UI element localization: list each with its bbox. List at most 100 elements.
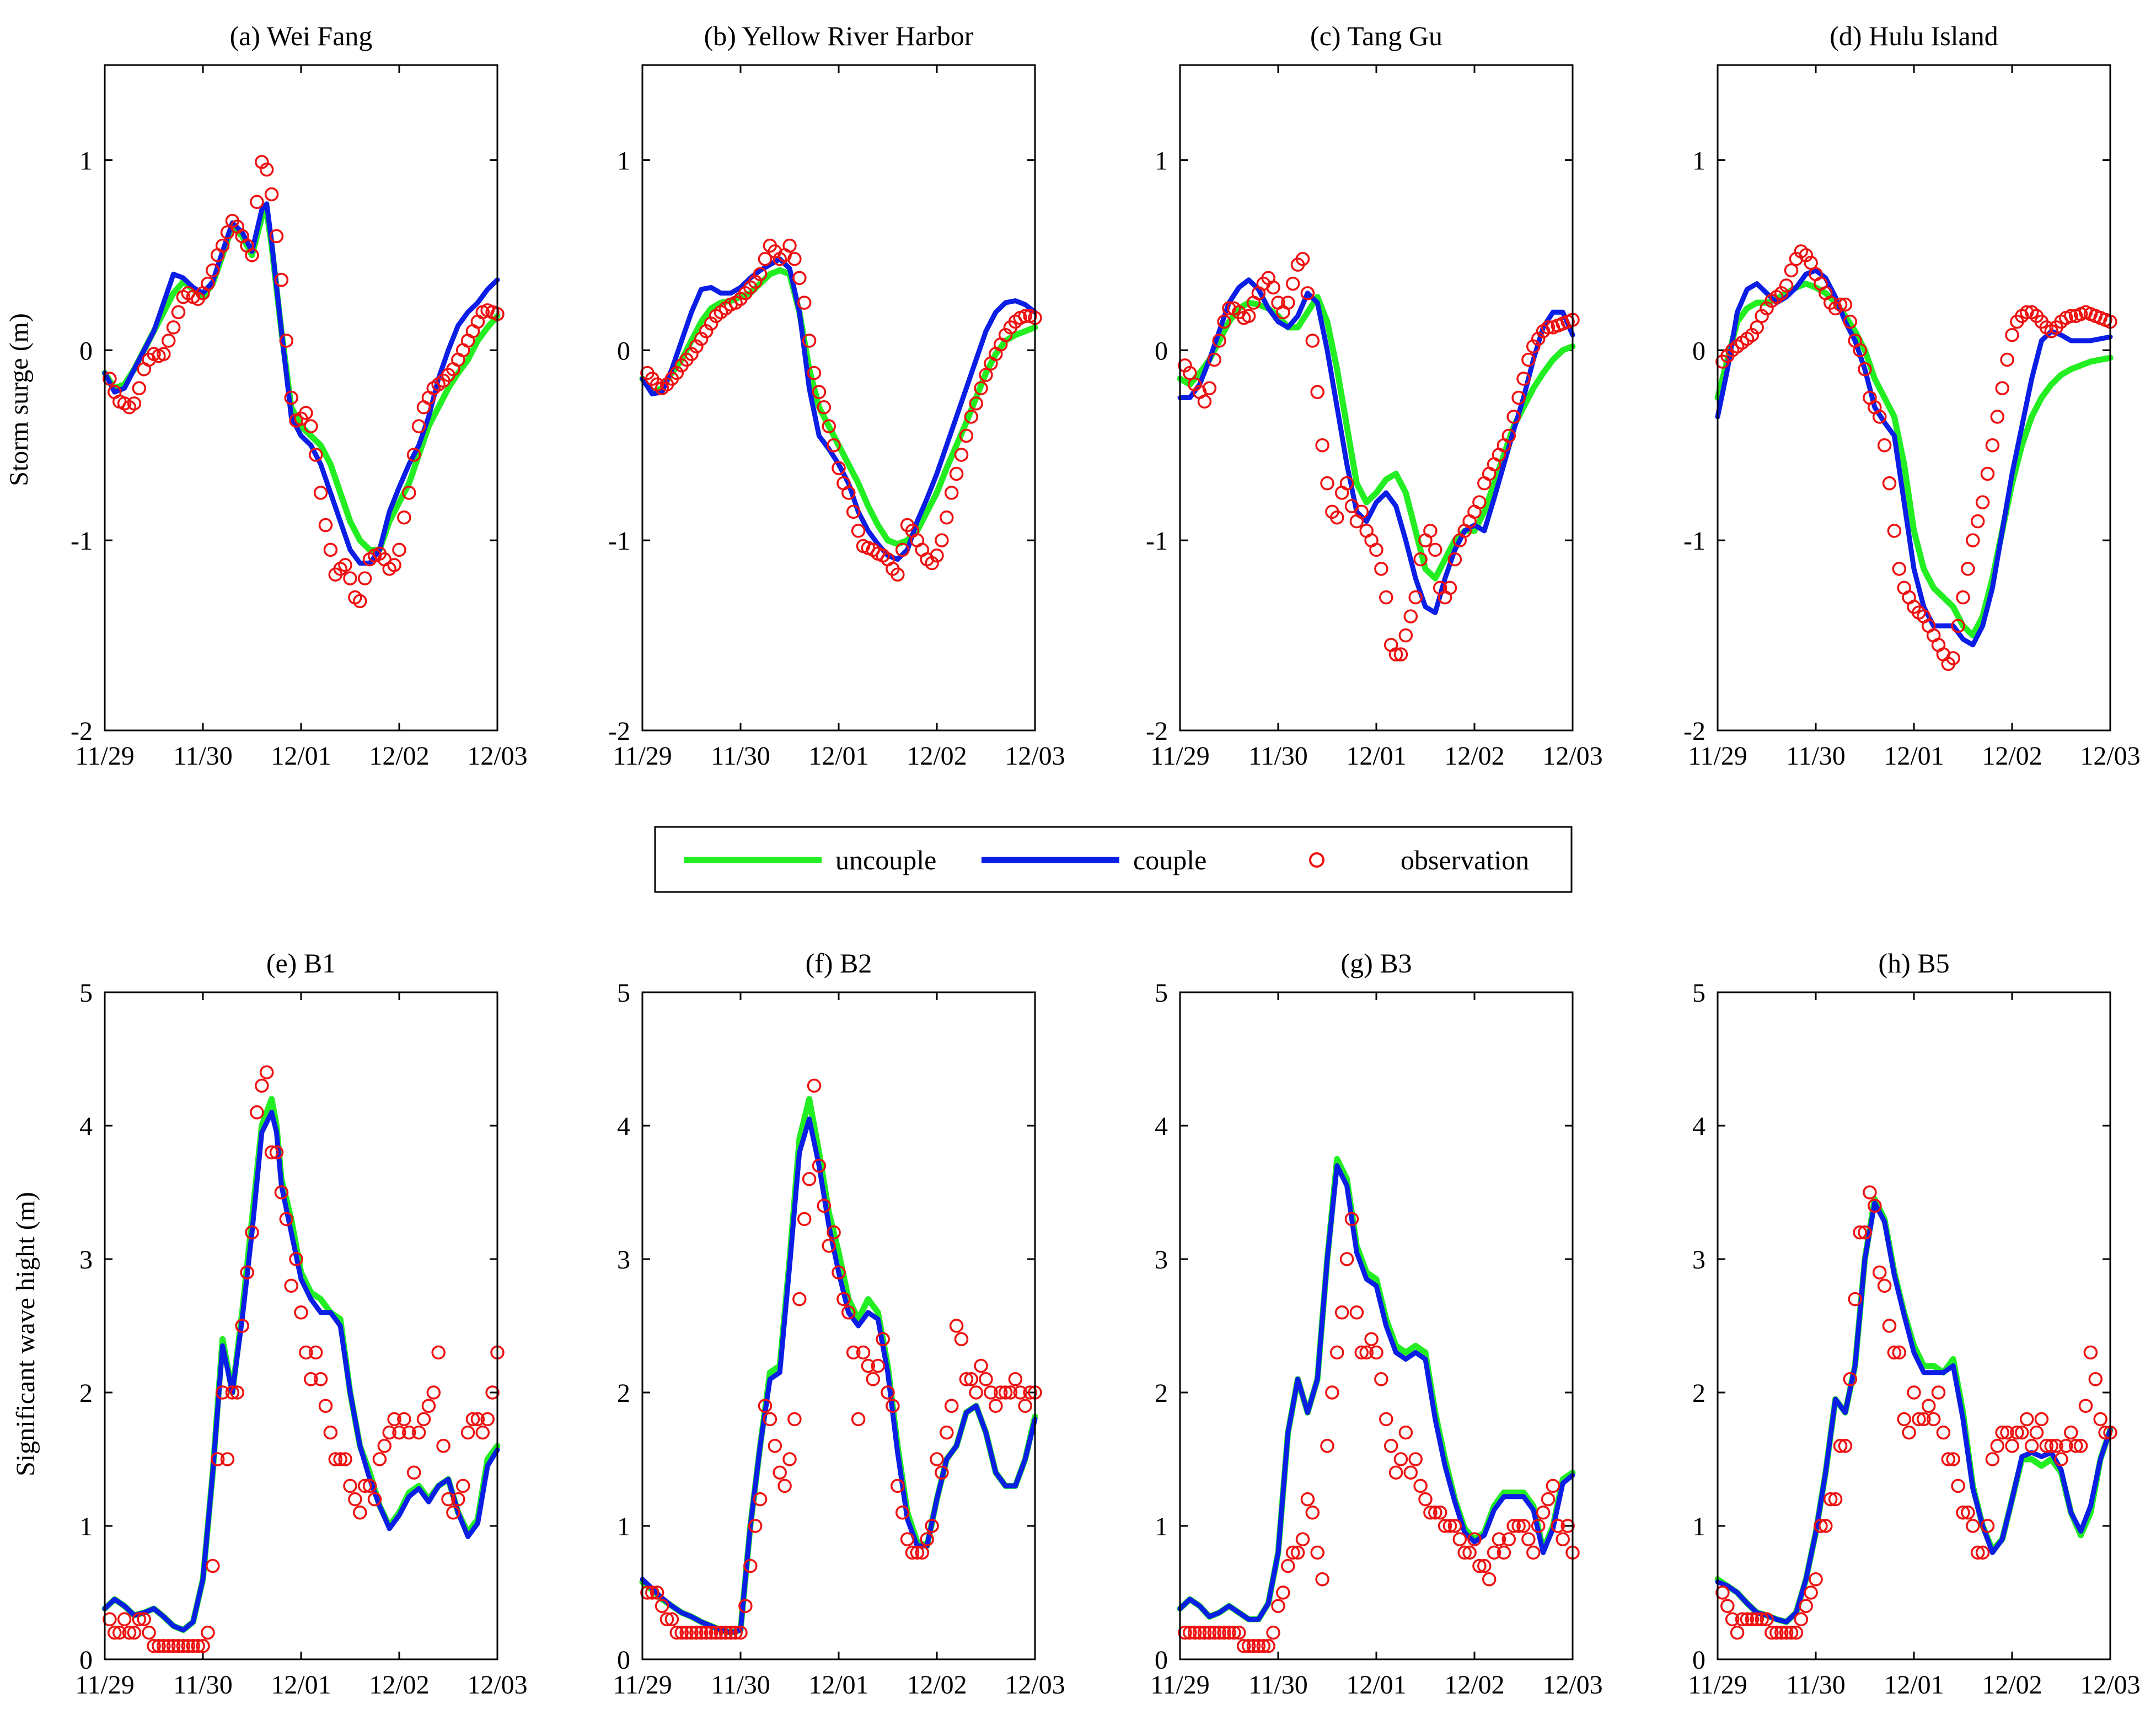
y-tick-label: 1 [1155, 1512, 1168, 1541]
x-tick-label: 11/30 [173, 1670, 233, 1700]
observation-point [1931, 1385, 1946, 1400]
observation-point [215, 238, 230, 253]
subplot-title: (d) Hulu Island [1830, 20, 1998, 51]
legend-observation-label: observation [1401, 845, 1529, 875]
observation-point [733, 1625, 748, 1640]
x-tick-label: 11/29 [1150, 1670, 1210, 1700]
observation-point [954, 448, 969, 462]
observation-point [274, 1185, 289, 1200]
series-observation [103, 1065, 505, 1653]
observation-point [284, 1278, 298, 1293]
observation-point [299, 1345, 313, 1360]
observation-point [1921, 1399, 1936, 1413]
x-tick-label: 12/01 [808, 1670, 868, 1700]
observation-point [1217, 314, 1231, 329]
observation-point [777, 1479, 792, 1493]
observation-point [465, 1412, 480, 1427]
observation-point [1334, 1305, 1349, 1320]
observation-point [964, 1372, 979, 1386]
observation-point [1217, 1625, 1231, 1640]
observation-point [353, 1506, 367, 1520]
observation-point [1961, 1506, 1975, 1520]
observation-point [1872, 1265, 1887, 1279]
series-line-couple [640, 256, 1038, 562]
observation-point [304, 419, 318, 433]
observation-point [1784, 263, 1799, 278]
series-line-couple [1177, 1163, 1575, 1622]
observation-point [1882, 476, 1897, 491]
y-tick-label: -1 [608, 526, 630, 556]
observation-point [787, 1412, 802, 1427]
observation-point [2024, 1439, 2039, 1453]
observation-point [308, 448, 323, 462]
y-tick-label: 5 [617, 979, 630, 1008]
x-tick-label: 12/03 [467, 741, 527, 771]
observation-point [1970, 1545, 1985, 1560]
observation-point [127, 1625, 142, 1640]
observation-point [1887, 1345, 1902, 1360]
x-tick-label: 12/03 [467, 1670, 527, 1700]
observation-point [969, 396, 983, 411]
observation-point [1295, 252, 1310, 266]
x-tick-label: 12/01 [808, 741, 868, 771]
observation-point [1442, 580, 1457, 595]
observation-point [969, 1385, 983, 1400]
observation-point [1315, 438, 1329, 453]
y-tick-label: 2 [1155, 1379, 1168, 1408]
ylabel-wave-height: Significant wave hight (m) [11, 1192, 40, 1476]
observation-point [1877, 1278, 1892, 1293]
observation-point [2093, 1412, 2107, 1427]
observation-point [343, 1479, 357, 1493]
observation-point [1452, 1532, 1467, 1546]
x-tick-label: 12/02 [1982, 1670, 2042, 1700]
observation-point [240, 1265, 254, 1279]
observation-point [851, 524, 866, 538]
observation-point [954, 1332, 969, 1346]
observation-point [103, 372, 117, 386]
y-tick-label: 1 [1155, 146, 1168, 175]
observation-point [1809, 1572, 1823, 1587]
legend-couple-label: couple [1133, 845, 1206, 875]
observation-point [1383, 1439, 1398, 1453]
observation-point [245, 248, 259, 262]
observation-point [645, 1585, 659, 1600]
observation-point [2010, 1425, 2024, 1440]
series-observation [1715, 1185, 2117, 1640]
observation-point [2088, 1372, 2103, 1386]
y-tick-label: 1 [79, 146, 93, 175]
observation-point [1941, 1452, 1956, 1466]
observation-point [406, 448, 421, 462]
observation-point [940, 510, 954, 525]
observation-point [1765, 1625, 1779, 1640]
subplot-title: (e) B1 [266, 948, 336, 979]
x-tick-label: 11/29 [613, 1670, 672, 1700]
y-tick-label: 2 [617, 1379, 630, 1408]
observation-point [1985, 1452, 2000, 1466]
observation-point [127, 396, 142, 411]
observation-point [949, 466, 964, 481]
y-tick-label: 0 [79, 336, 93, 365]
observation-point [1423, 1506, 1438, 1520]
observation-point [1946, 1452, 1960, 1466]
observation-point [1013, 1385, 1028, 1400]
y-tick-label: 5 [1155, 979, 1168, 1008]
observation-point [1281, 295, 1295, 310]
observation-point [1799, 1599, 1813, 1613]
observation-point [753, 1492, 768, 1507]
observation-point [1447, 552, 1462, 567]
y-tick-label: 1 [1692, 146, 1706, 175]
observation-point [827, 1225, 841, 1240]
observation-point [1183, 1625, 1197, 1640]
observation-point [299, 406, 313, 420]
observation-point [250, 195, 264, 209]
observation-point [1227, 1625, 1241, 1640]
observation-point [1207, 1625, 1222, 1640]
observation-point [1814, 1519, 1828, 1533]
observation-point [1946, 651, 1960, 665]
observation-point [1556, 1532, 1570, 1546]
observation-point [318, 1399, 333, 1413]
observation-point [1281, 1558, 1295, 1573]
observation-point [802, 334, 817, 348]
subplot-title: (h) B5 [1878, 948, 1949, 979]
observation-point [161, 1639, 176, 1653]
